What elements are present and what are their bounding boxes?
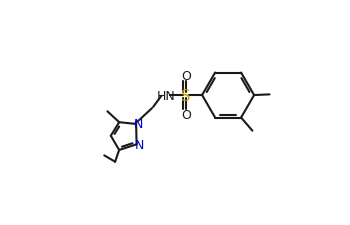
Text: S: S (181, 88, 190, 103)
Text: O: O (181, 69, 191, 82)
Text: N: N (135, 138, 144, 151)
Text: N: N (134, 117, 143, 130)
Text: O: O (181, 109, 191, 122)
Text: HN: HN (156, 89, 175, 102)
